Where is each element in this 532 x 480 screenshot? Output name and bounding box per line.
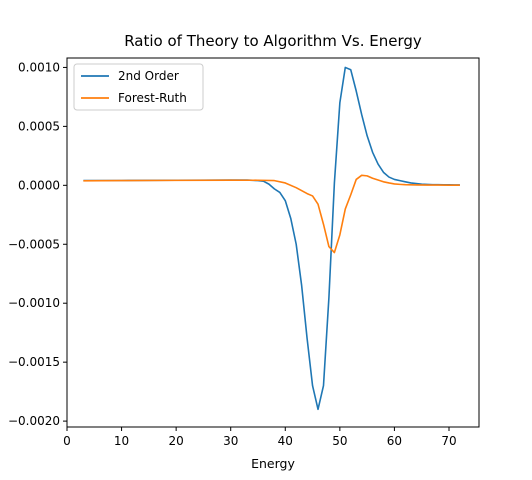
x-tick-label: 20 <box>168 434 183 448</box>
x-tick-label: 70 <box>441 434 456 448</box>
axes-frame <box>66 57 480 428</box>
x-tick-label: 50 <box>332 434 347 448</box>
series-line-1 <box>83 66 460 411</box>
y-tick-label: −0.0015 <box>8 355 60 369</box>
y-tick-label: 0.0000 <box>18 178 60 192</box>
x-axis-label: Energy <box>251 456 295 471</box>
series-line-2 <box>83 174 460 254</box>
y-tick-label: −0.0020 <box>8 414 60 428</box>
x-tick-label: 30 <box>223 434 238 448</box>
y-tick-label: 0.0005 <box>18 119 60 133</box>
x-axis: 0 10 20 30 40 50 60 70 <box>63 427 457 448</box>
y-axis: 0.0010 0.0005 0.0000 −0.0005 −0.0010 −0.0015 −… <box>8 60 67 428</box>
x-tick-label: 10 <box>114 434 129 448</box>
x-tick-label: 60 <box>387 434 402 448</box>
x-tick-label: 0 <box>63 434 71 448</box>
y-tick-label: −0.0010 <box>8 296 60 310</box>
legend: 2nd Order Forest-Ruth <box>73 63 204 111</box>
chart-title: Ratio of Theory to Algorithm Vs. Energy <box>124 32 422 50</box>
legend-label-1: 2nd Order <box>118 69 179 83</box>
y-tick-label: −0.0005 <box>8 237 60 251</box>
plot-area <box>83 66 460 411</box>
y-tick-label: 0.0010 <box>18 60 60 74</box>
x-tick-label: 40 <box>278 434 293 448</box>
legend-label-2: Forest-Ruth <box>118 91 187 105</box>
